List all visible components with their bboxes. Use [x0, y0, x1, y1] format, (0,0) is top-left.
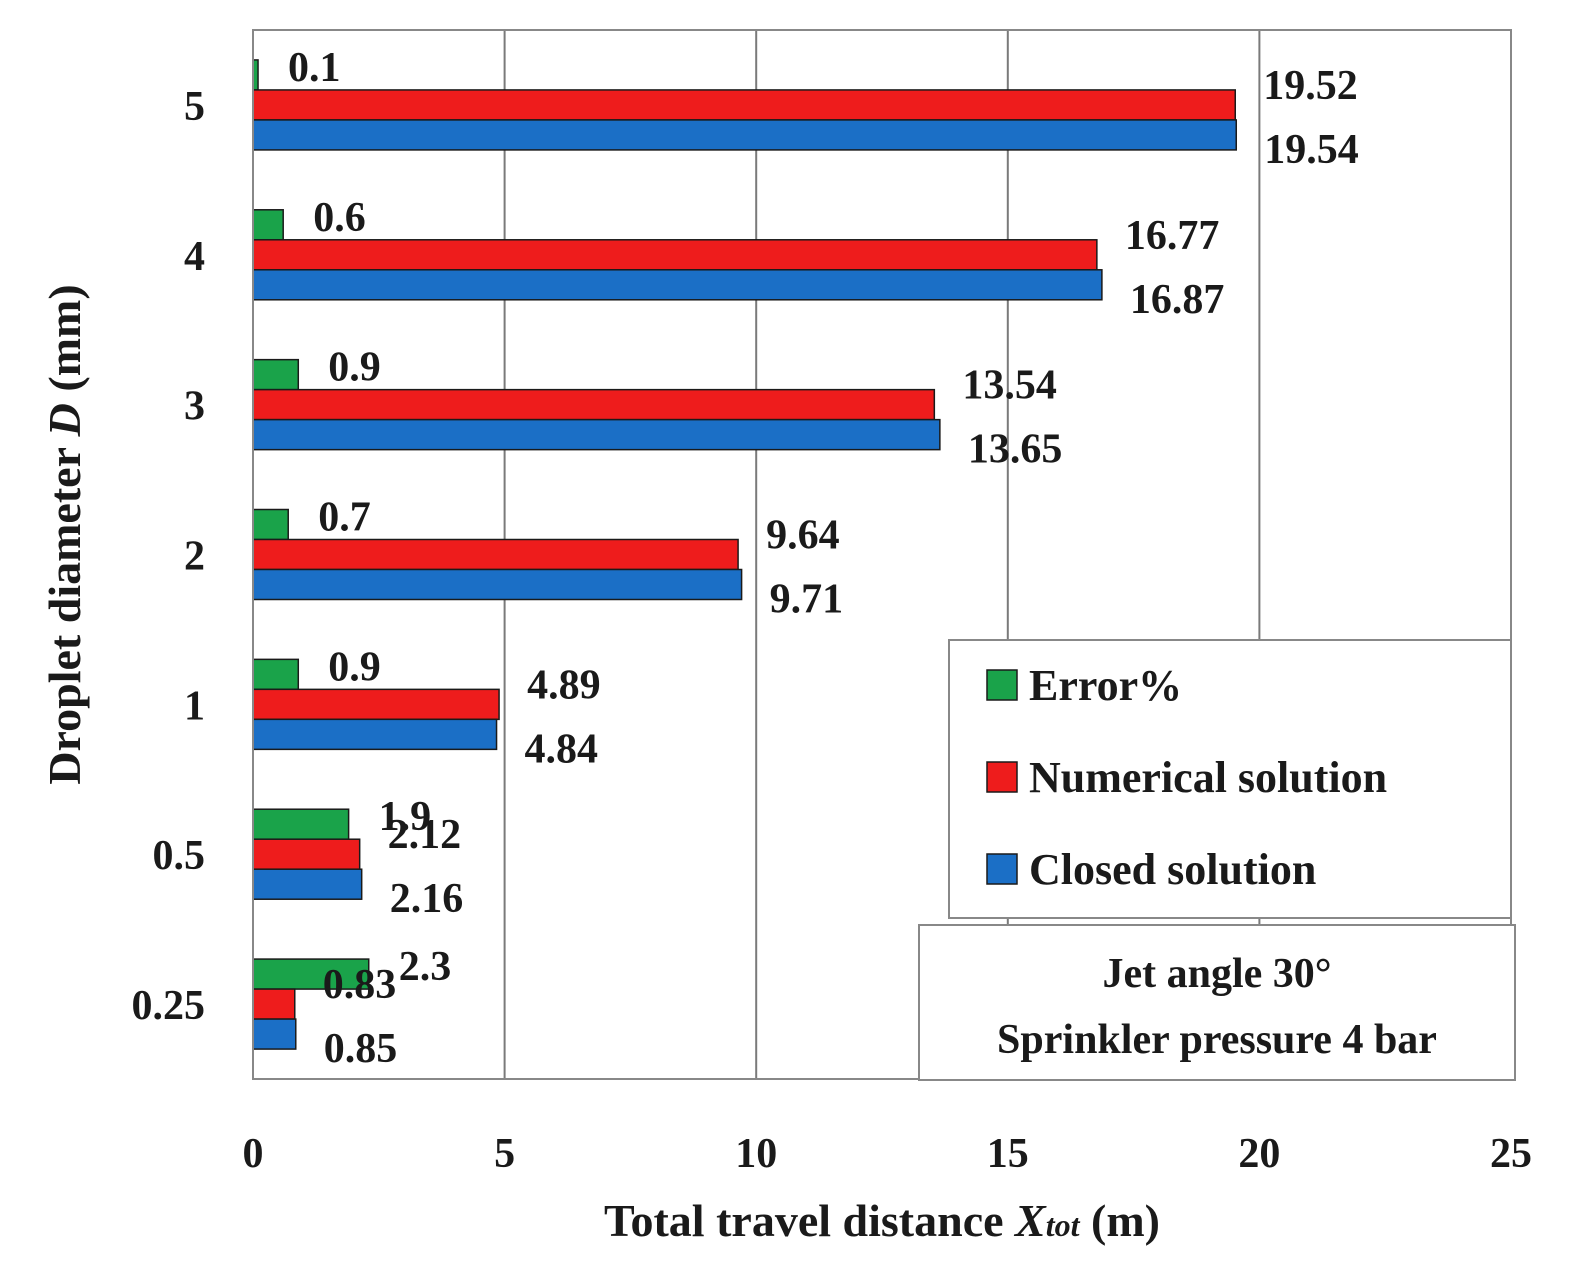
- x-tick-label: 10: [735, 1131, 777, 1177]
- bar: [252, 119, 1238, 151]
- y-axis-title-var: D: [39, 403, 90, 437]
- x-tick-label: 25: [1490, 1131, 1532, 1177]
- bar: [252, 89, 1236, 121]
- x-tick-label: 5: [494, 1131, 515, 1177]
- data-labels: 2.30.83 0.85 1.92.12 2.16 0.9 4.89 4.84 0.7 9.64…: [288, 45, 1359, 1072]
- y-tick-label: 0.5: [153, 833, 206, 879]
- bar: [252, 1018, 297, 1050]
- data-label: 19.54: [1264, 127, 1359, 173]
- bar-series: [252, 59, 1238, 1050]
- y-tick-label: 3: [184, 384, 205, 430]
- data-label: 16.87: [1130, 277, 1225, 323]
- data-label: 13.65: [968, 427, 1062, 473]
- bar: [252, 568, 743, 601]
- legend-swatch: [986, 669, 1018, 701]
- legend: Error% Numerical solution Closed solution: [948, 639, 1512, 919]
- bar: [252, 239, 1098, 271]
- y-axis-ticks: 0.25 0.5 1 2 3 4 5: [132, 84, 206, 1029]
- data-label: 0.85: [324, 1026, 398, 1072]
- bar: [252, 358, 300, 391]
- legend-box: [948, 639, 1512, 919]
- y-tick-label: 2: [184, 534, 205, 580]
- legend-label: Closed solution: [1029, 845, 1316, 894]
- x-axis-title-var: X: [1013, 1195, 1047, 1246]
- x-axis-title-sub: tot: [1046, 1207, 1081, 1243]
- y-axis-title-prefix: Droplet diameter: [39, 436, 90, 784]
- bar: [252, 718, 498, 751]
- bar: [252, 988, 296, 1020]
- data-label: 0.1: [288, 45, 341, 91]
- data-label: 0.9: [328, 644, 381, 690]
- x-tick-label: 20: [1238, 1131, 1280, 1177]
- data-label: 19.52: [1263, 63, 1358, 109]
- x-axis-ticks: 0 5 10 15 20 25: [243, 1131, 1533, 1177]
- data-label: 4.84: [525, 726, 599, 772]
- legend-label: Numerical solution: [1029, 753, 1387, 802]
- data-label: 2.3: [399, 944, 452, 990]
- data-label: 2.12: [388, 812, 462, 858]
- legend-label: Error%: [1029, 661, 1182, 710]
- x-axis-title-suffix: (m): [1080, 1195, 1160, 1246]
- annotation-box: Jet angle 30° Sprinkler pressure 4 bar: [918, 924, 1516, 1081]
- y-tick-label: 5: [184, 84, 205, 130]
- bar: [252, 209, 284, 241]
- bar: [252, 838, 361, 870]
- data-label: 0.83: [323, 962, 397, 1008]
- bar: [252, 269, 1103, 301]
- y-tick-label: 4: [184, 234, 205, 280]
- data-label: 0.6: [313, 195, 366, 241]
- bar: [252, 808, 350, 840]
- legend-swatch: [986, 853, 1018, 885]
- data-label: 16.77: [1125, 213, 1220, 259]
- plot-frame: [252, 29, 1512, 1080]
- bar: [252, 958, 370, 990]
- legend-items: Error% Numerical solution Closed solution: [986, 661, 1387, 894]
- bar: [252, 418, 941, 451]
- annotation-sprinkler-pressure: Sprinkler pressure 4 bar: [997, 1017, 1437, 1063]
- x-axis-title: Total travel distance Xtot (m): [604, 1195, 1160, 1246]
- x-axis-title-prefix: Total travel distance: [604, 1195, 1015, 1246]
- data-label: 0.7: [318, 495, 371, 541]
- data-label: 9.64: [766, 513, 840, 559]
- data-label: 2.16: [390, 876, 464, 922]
- data-label: 0.9: [328, 345, 381, 391]
- data-label: 1.9: [379, 794, 432, 840]
- x-tick-label: 0: [243, 1131, 264, 1177]
- bar: [252, 868, 363, 900]
- legend-swatch: [986, 761, 1018, 793]
- y-tick-label: 1: [184, 683, 205, 729]
- data-label: 4.89: [527, 662, 601, 708]
- y-axis-title: Droplet diameter D (mm): [39, 284, 90, 784]
- y-axis-title-suffix: (mm): [39, 284, 90, 403]
- bar: [252, 388, 936, 421]
- data-label: 13.54: [962, 363, 1056, 409]
- x-tick-label: 15: [987, 1131, 1029, 1177]
- y-tick-label: 0.25: [132, 983, 206, 1029]
- bar: [252, 658, 300, 691]
- data-label: 9.71: [770, 577, 844, 623]
- bar: [252, 688, 500, 721]
- annotation-frame: [918, 924, 1516, 1081]
- bar: [252, 508, 289, 541]
- annotation-jet-angle: Jet angle 30°: [1102, 951, 1331, 997]
- bar: [252, 538, 739, 571]
